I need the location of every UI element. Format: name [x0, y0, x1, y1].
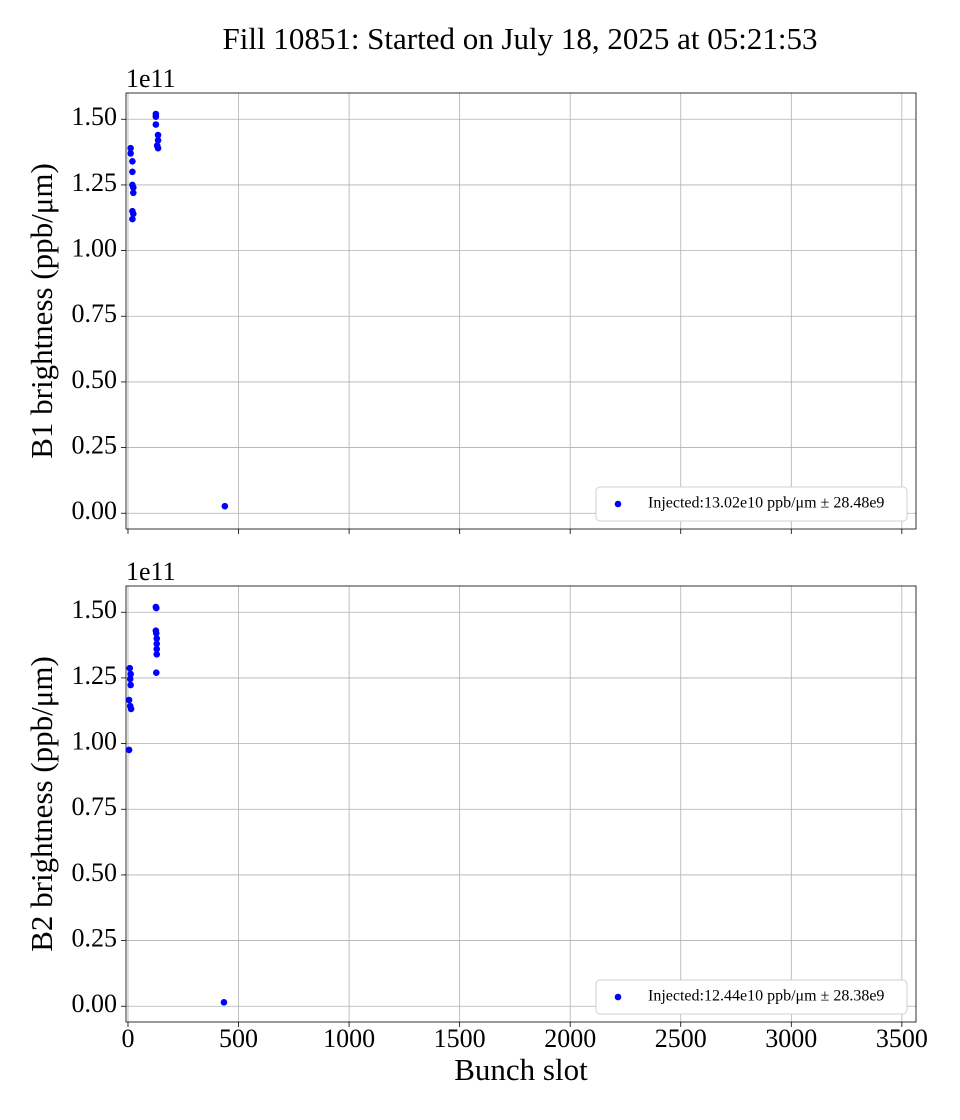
offset-label: 1e11 — [126, 557, 176, 586]
data-point — [125, 746, 133, 754]
y-tick-label: 0.25 — [72, 924, 118, 953]
data-point — [127, 150, 134, 157]
data-point — [153, 650, 161, 658]
data-point — [152, 604, 160, 612]
y-tick-label: 0.75 — [72, 299, 118, 328]
x-tick-label: 0 — [121, 1024, 134, 1053]
data-point — [152, 121, 160, 128]
legend-marker — [614, 500, 622, 508]
y-tick-label: 1.00 — [72, 727, 118, 756]
y-tick-label: 0.50 — [72, 858, 118, 887]
y-tick-label: 1.25 — [72, 168, 118, 197]
data-point — [152, 629, 160, 637]
legend-box — [595, 486, 908, 522]
data-point — [127, 144, 134, 152]
axes-frame — [125, 585, 917, 1023]
data-point — [153, 635, 161, 642]
y-tick-label: 1.50 — [72, 102, 118, 131]
data-point — [127, 670, 134, 678]
y-tick-label: 0.00 — [72, 989, 118, 1018]
data-point — [127, 705, 135, 713]
y-tick-label: 1.25 — [72, 661, 118, 690]
plot-area — [126, 93, 916, 529]
data-point — [126, 664, 134, 672]
data-point — [153, 645, 161, 653]
data-point — [129, 157, 136, 165]
legend-label: Injected:13.02e10 ppb/μm ± 28.48e9 — [648, 495, 884, 512]
data-point — [154, 144, 162, 152]
x-tick-label: 1000 — [323, 1024, 375, 1053]
data-point — [129, 215, 136, 223]
data-point — [129, 168, 136, 176]
subplot: 0 500 1000 1500 2000 2500 3000 3500 0.00 0.25 0.50… — [24, 557, 928, 1087]
data-point — [126, 675, 134, 683]
data-point — [152, 113, 160, 120]
y-axis-label: B1 brightness (ppb/μm) — [24, 163, 59, 459]
figure-title: Fill 10851: Started on July 18, 2025 at … — [222, 21, 817, 56]
x-tick-label: 3500 — [876, 1024, 928, 1053]
subplot: 0.00 0.25 0.50 0.75 1.00 1.25 1.50 1e11 B1 brigh… — [24, 64, 917, 534]
y-tick-label: 0.75 — [72, 792, 118, 821]
data-point — [129, 184, 137, 191]
data-point — [154, 131, 162, 139]
data-point — [125, 696, 133, 704]
data-point — [129, 189, 137, 197]
y-tick-label: 1.00 — [72, 234, 118, 263]
offset-label: 1e11 — [126, 64, 176, 93]
y-axis-label: B2 brightness (ppb/μm) — [24, 656, 59, 952]
x-tick-label: 1500 — [434, 1024, 486, 1053]
legend-marker — [614, 993, 622, 1001]
data-point — [152, 669, 160, 676]
x-tick-label: 500 — [219, 1024, 258, 1053]
y-tick-label: 1.50 — [72, 595, 118, 624]
plot-area — [126, 586, 916, 1022]
x-tick-label: 2500 — [655, 1024, 707, 1053]
data-point — [153, 640, 161, 648]
legend-box — [595, 979, 908, 1015]
data-point — [154, 136, 162, 144]
legend-label: Injected:12.44e10 ppb/μm ± 28.38e9 — [648, 988, 884, 1005]
y-tick-label: 0.00 — [72, 496, 118, 525]
axes-frame — [125, 92, 917, 530]
x-axis-label: Bunch slot — [454, 1052, 588, 1087]
data-point — [127, 681, 134, 689]
data-point — [220, 999, 228, 1006]
y-tick-label: 0.50 — [72, 365, 118, 394]
data-point — [129, 210, 137, 218]
data-point — [221, 502, 229, 510]
y-tick-label: 0.25 — [72, 431, 118, 460]
x-tick-label: 2000 — [544, 1024, 596, 1053]
x-tick-label: 3000 — [765, 1024, 817, 1053]
